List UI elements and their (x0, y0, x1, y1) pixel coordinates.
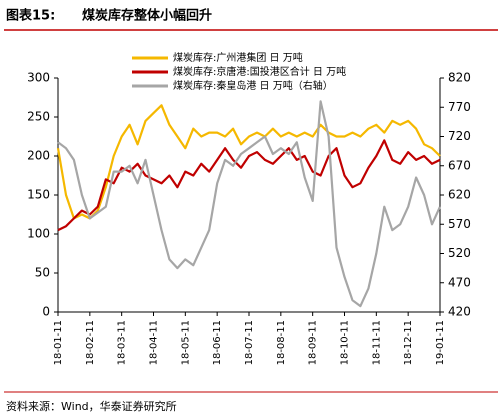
source: 资料来源：Wind，华泰证券研究所 (6, 399, 177, 413)
x-tick-label: 18-06-11 (212, 320, 223, 365)
y2-tick-label: 620 (448, 188, 471, 202)
y-tick-label: 0 (42, 305, 50, 319)
x-tick-label: 18-04-11 (149, 320, 160, 365)
y-tick-label: 100 (27, 227, 50, 241)
y2-tick-label: 420 (448, 305, 471, 319)
x-tick-label: 18-09-11 (308, 320, 319, 365)
x-tick-label: 18-10-11 (340, 320, 351, 365)
x-tick-label: 18-02-11 (85, 320, 96, 365)
y2-tick-label: 570 (448, 217, 471, 231)
x-tick-label: 18-08-11 (276, 320, 287, 365)
y-tick-label: 300 (27, 71, 50, 85)
legend-label: 煤炭库存:秦皇岛港 日 万吨（右轴） (173, 79, 333, 92)
x-tick-label: 18-12-11 (403, 320, 414, 365)
y2-tick-label: 770 (448, 100, 471, 114)
x-tick-label: 19-01-11 (435, 320, 446, 365)
series-line (57, 100, 442, 308)
x-tick-label: 18-03-11 (117, 320, 128, 365)
y2-tick-label: 720 (448, 129, 471, 143)
y2-tick-label: 820 (448, 71, 471, 85)
y-tick-label: 250 (27, 110, 50, 124)
x-tick-label: 18-07-11 (244, 320, 255, 365)
y2-tick-label: 670 (448, 158, 471, 172)
x-tick-label: 18-01-11 (53, 320, 64, 365)
y-tick-label: 150 (27, 188, 50, 202)
figure-label: 图表15: (6, 8, 55, 24)
y-tick-label: 50 (35, 266, 50, 280)
series-line (56, 104, 441, 220)
x-tick-label: 18-05-11 (180, 320, 191, 365)
y2-tick-label: 520 (448, 246, 471, 260)
legend-label: 煤炭库存:京唐港:国投港区合计 日 万吨 (173, 65, 346, 78)
series-line (57, 139, 441, 232)
legend-label: 煤炭库存:广州港集团 日 万吨 (173, 51, 303, 64)
y-tick-label: 200 (27, 149, 50, 163)
chart-title: 煤炭库存整体小幅回升 (82, 8, 212, 24)
x-tick-label: 18-11-11 (371, 320, 382, 365)
y2-tick-label: 470 (448, 275, 471, 289)
